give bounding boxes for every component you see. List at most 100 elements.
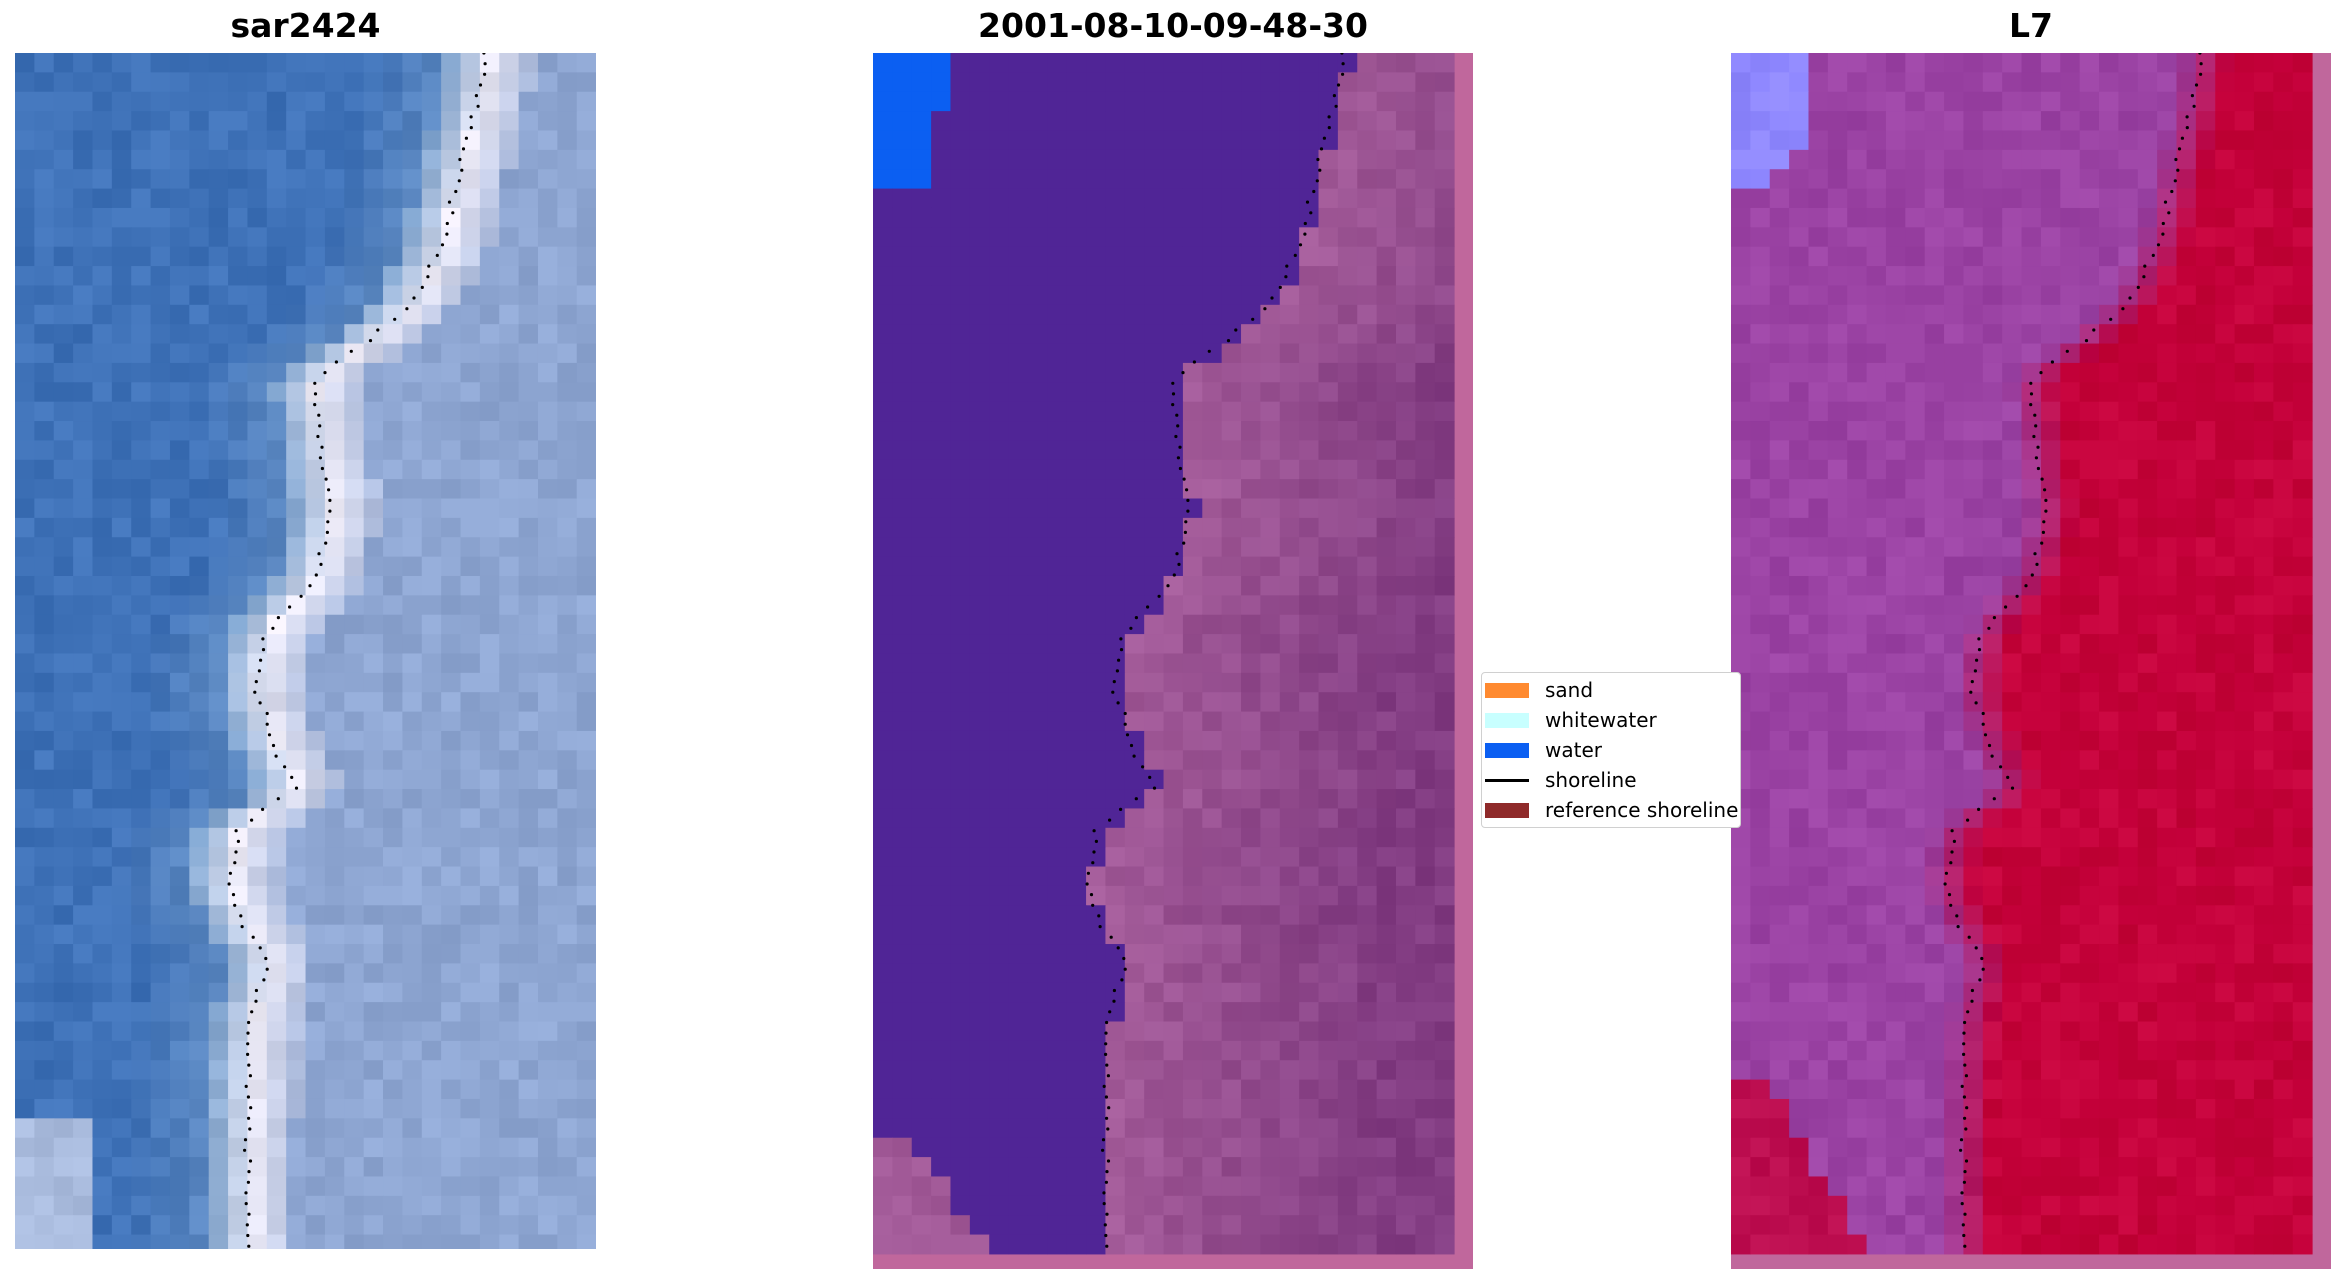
shoreline-point [1108, 1010, 1112, 1014]
shoreline-point [246, 1052, 250, 1056]
shoreline-point [314, 573, 318, 577]
shoreline-point [1312, 189, 1316, 194]
shoreline-point [1322, 136, 1326, 140]
rgb-image [15, 53, 596, 1249]
shoreline-point [2040, 477, 2044, 481]
shoreline-point [2163, 200, 2168, 204]
shoreline-point [1955, 914, 1959, 918]
shoreline-point [231, 893, 236, 897]
shoreline-point [2043, 488, 2047, 492]
shoreline-point [247, 1116, 251, 1120]
shoreline-point [2036, 445, 2040, 449]
shoreline-point [1104, 1042, 1108, 1046]
shoreline-point [2036, 466, 2040, 471]
shoreline-point [251, 935, 255, 939]
shoreline-point [1104, 1052, 1108, 1056]
shoreline-point [334, 360, 338, 364]
shoreline-point [1089, 893, 1094, 897]
shoreline-point [1943, 882, 1947, 886]
shoreline-point [244, 1191, 248, 1195]
shoreline-point [1316, 157, 1320, 162]
shoreline-point [1105, 1020, 1109, 1025]
shoreline-point [1970, 999, 1974, 1003]
shoreline-point [457, 179, 461, 183]
shoreline-point [458, 157, 462, 162]
index-image [1731, 53, 2331, 1269]
shoreline-point [2142, 275, 2146, 279]
shoreline-point [271, 743, 276, 748]
shoreline-point [261, 637, 265, 641]
shoreline-line-sample [1485, 778, 1529, 782]
shoreline-point [264, 956, 268, 961]
classification-image-panel [873, 53, 1473, 1269]
shoreline-point [2161, 221, 2165, 226]
shoreline-point [1183, 530, 1187, 534]
shoreline-point [1172, 573, 1176, 577]
shoreline-point [1125, 733, 1130, 737]
shoreline-point [1990, 754, 1994, 758]
shoreline-point [1112, 999, 1116, 1003]
shoreline-point [2199, 62, 2203, 66]
shoreline-point [248, 1159, 253, 1163]
shoreline-point [1303, 221, 1307, 226]
shoreline-point [1171, 381, 1175, 385]
shoreline-point [1119, 807, 1123, 812]
shoreline-point [243, 1138, 248, 1142]
legend-item-reference-shoreline: reference shoreline [1482, 795, 1738, 825]
shoreline-point [1981, 711, 1985, 716]
shoreline-point [1085, 882, 1089, 886]
shoreline-point [1226, 339, 1231, 343]
shoreline-point [253, 690, 257, 694]
shoreline-point [2029, 381, 2033, 385]
shoreline-point [2033, 552, 2037, 556]
shoreline-point [1185, 488, 1189, 492]
shoreline-point [1336, 83, 1341, 87]
shoreline-point [2161, 232, 2165, 236]
shoreline-point [1104, 1180, 1108, 1184]
shoreline-point [320, 445, 324, 449]
shoreline-point [240, 925, 244, 929]
shoreline-point [1123, 967, 1127, 971]
shoreline-point [1123, 711, 1127, 716]
shoreline-point [1176, 424, 1180, 428]
legend-item-sand: sand [1482, 675, 1593, 705]
shoreline-point [1949, 861, 1953, 865]
shoreline-point [1969, 690, 1973, 694]
shoreline-point [1962, 1233, 1966, 1238]
shoreline-point [1285, 264, 1289, 268]
shoreline-point [1987, 626, 1991, 630]
shoreline-point [1115, 669, 1119, 673]
shoreline-point [2151, 253, 2155, 257]
shoreline-point [405, 307, 409, 311]
water-swatch [1485, 742, 1529, 758]
shoreline-point [1092, 850, 1096, 854]
shoreline-point [1963, 1116, 1967, 1120]
shoreline-point [1234, 328, 1238, 332]
shoreline-point [254, 999, 258, 1003]
shoreline-point [2194, 83, 2199, 87]
shoreline-point [1966, 818, 1970, 822]
shoreline-point [2185, 126, 2189, 130]
shoreline-point [258, 946, 262, 950]
shoreline-point [1171, 392, 1176, 396]
legend: sand whitewater water shoreline referenc… [1481, 672, 1741, 828]
shoreline-point [250, 1010, 254, 1014]
shoreline-point [1987, 743, 1992, 748]
shoreline-point [283, 765, 287, 769]
shoreline-point [1327, 115, 1331, 119]
shoreline-point [451, 211, 455, 215]
shoreline-point [1091, 861, 1095, 865]
shoreline-point [1134, 797, 1138, 801]
shoreline-point [1309, 211, 1313, 215]
shoreline-point [250, 818, 254, 822]
shoreline-point [1963, 1212, 1967, 1216]
shoreline-point [447, 200, 452, 204]
shoreline-point [1105, 1212, 1109, 1216]
shoreline-point [2136, 285, 2140, 289]
shoreline-point [239, 914, 243, 918]
shoreline-point [1105, 1244, 1109, 1248]
shoreline-point [2121, 307, 2125, 311]
shoreline-point [258, 701, 262, 705]
shoreline-point [1107, 1106, 1111, 1110]
shoreline-point [327, 488, 331, 492]
